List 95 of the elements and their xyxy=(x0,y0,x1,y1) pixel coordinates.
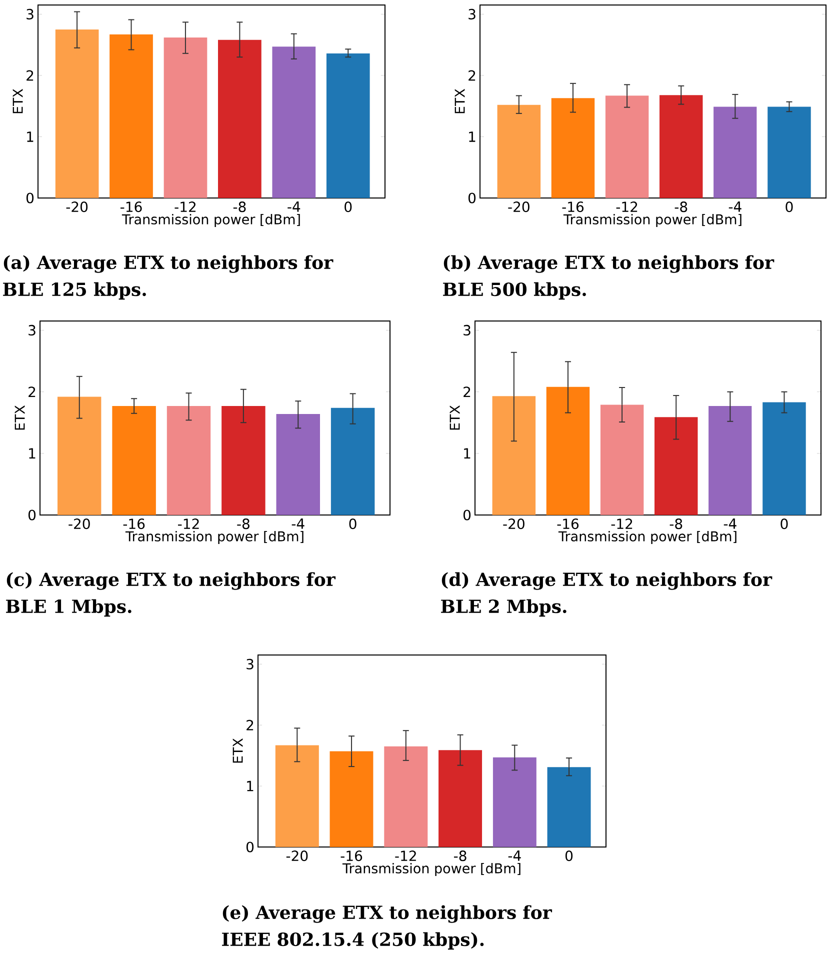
x-tick-label: -12 xyxy=(616,202,638,212)
x-tick-label: -16 xyxy=(562,202,584,212)
bar xyxy=(275,745,319,847)
bar xyxy=(600,404,644,515)
bar xyxy=(547,767,591,847)
bar xyxy=(384,746,428,847)
bar xyxy=(605,96,649,198)
bar xyxy=(326,53,370,198)
y-tick-label: 2 xyxy=(246,720,254,730)
bar xyxy=(276,414,320,515)
y-tick-label: 0 xyxy=(26,192,34,204)
x-tick-label: -12 xyxy=(395,850,416,861)
x-tick-label: -16 xyxy=(557,518,579,530)
y-tick-label: 0 xyxy=(246,842,254,852)
bar xyxy=(546,386,590,515)
bar xyxy=(58,396,102,515)
y-tick-label: 0 xyxy=(468,192,476,204)
y-tick-label: 3 xyxy=(464,324,470,336)
x-tick-label: -8 xyxy=(674,202,688,212)
x-tick-label: -20 xyxy=(68,518,90,530)
bar xyxy=(222,406,266,515)
y-tick-label: 2 xyxy=(464,386,470,398)
y-axis-title: ETX xyxy=(450,405,460,430)
bar xyxy=(272,46,316,198)
bar xyxy=(492,396,536,515)
y-tick-label: 1 xyxy=(27,132,34,142)
y-tick-label: 1 xyxy=(247,780,254,792)
x-tick-label: -4 xyxy=(728,202,742,212)
bar xyxy=(330,408,375,515)
x-tick-label: -4 xyxy=(724,518,736,529)
y-axis-title: ETX xyxy=(14,405,25,430)
bar xyxy=(768,106,811,198)
text: (e) Average ETX to neighbors for IEEE 802.15.4 (250 kbps). xyxy=(222,905,552,950)
bar xyxy=(551,98,595,198)
bar xyxy=(166,406,211,515)
x-tick-label: -8 xyxy=(233,202,246,212)
bar xyxy=(438,750,482,847)
bar xyxy=(497,104,541,198)
x-tick-label: -16 xyxy=(120,202,142,212)
x-tick-label: 0 xyxy=(780,518,788,530)
bar xyxy=(492,757,536,847)
x-axis-title: Transmission power [dBm] xyxy=(125,530,304,544)
x-tick-label: -12 xyxy=(611,518,632,529)
text: (c) Average ETX to neighbors for BLE 1 Mbps. xyxy=(6,572,336,617)
y-tick-label: 2 xyxy=(28,386,36,398)
x-tick-label: -8 xyxy=(237,518,250,530)
x-tick-label: -20 xyxy=(66,202,88,212)
y-tick-label: 3 xyxy=(246,658,254,670)
y-tick-label: 3 xyxy=(28,324,36,336)
x-tick-label: -8 xyxy=(454,850,466,862)
y-tick-label: 2 xyxy=(468,70,476,81)
bar xyxy=(164,37,208,198)
y-axis-title: ETX xyxy=(232,738,243,763)
bar xyxy=(218,40,262,198)
y-tick-label: 1 xyxy=(464,448,470,459)
y-tick-label: 3 xyxy=(468,8,476,20)
y-tick-label: 0 xyxy=(463,510,471,520)
x-tick-label: -20 xyxy=(508,202,530,212)
y-tick-label: 0 xyxy=(28,510,36,520)
text: (d) Average ETX to neighbors for BLE 2 Mbps. xyxy=(441,572,772,617)
x-tick-label: -16 xyxy=(340,850,362,862)
text: (b) Average ETX to neighbors for BLE 500 kbps. xyxy=(443,255,774,300)
x-axis-title: Transmission power [dBm] xyxy=(122,214,300,228)
x-tick-label: -4 xyxy=(292,518,304,529)
bar xyxy=(659,95,703,198)
bar xyxy=(714,106,757,198)
x-tick-label: 0 xyxy=(344,202,352,212)
y-axis-title: ETX xyxy=(454,88,465,114)
x-tick-label: -8 xyxy=(670,518,682,530)
bar xyxy=(762,402,806,515)
y-tick-label: 1 xyxy=(29,448,36,459)
x-tick-label: -20 xyxy=(503,518,524,530)
y-tick-label: 1 xyxy=(469,132,476,142)
x-tick-label: -12 xyxy=(178,518,199,529)
bar xyxy=(330,751,374,847)
x-tick-label: -20 xyxy=(286,850,308,862)
x-tick-label: -12 xyxy=(174,202,196,212)
x-axis-title: Transmission power [dBm] xyxy=(342,862,520,876)
y-axis-title: ETX xyxy=(12,88,23,114)
bar xyxy=(55,30,99,198)
bar xyxy=(654,417,698,515)
x-tick-label: 0 xyxy=(786,202,793,212)
x-tick-label: -16 xyxy=(123,518,145,530)
bar xyxy=(112,406,156,515)
x-axis-title: Transmission power [dBm] xyxy=(558,530,736,544)
bar xyxy=(110,34,153,198)
x-axis-title: Transmission power [dBm] xyxy=(563,214,742,228)
text: (a) Average ETX to neighbors for BLE 125 kbps. xyxy=(3,255,334,300)
x-tick-label: 0 xyxy=(565,850,573,862)
bar xyxy=(708,406,752,515)
x-tick-label: -4 xyxy=(508,850,521,861)
y-tick-label: 2 xyxy=(26,70,34,81)
y-tick-label: 3 xyxy=(26,8,34,20)
x-tick-label: -4 xyxy=(288,202,300,212)
x-tick-label: 0 xyxy=(349,518,356,530)
